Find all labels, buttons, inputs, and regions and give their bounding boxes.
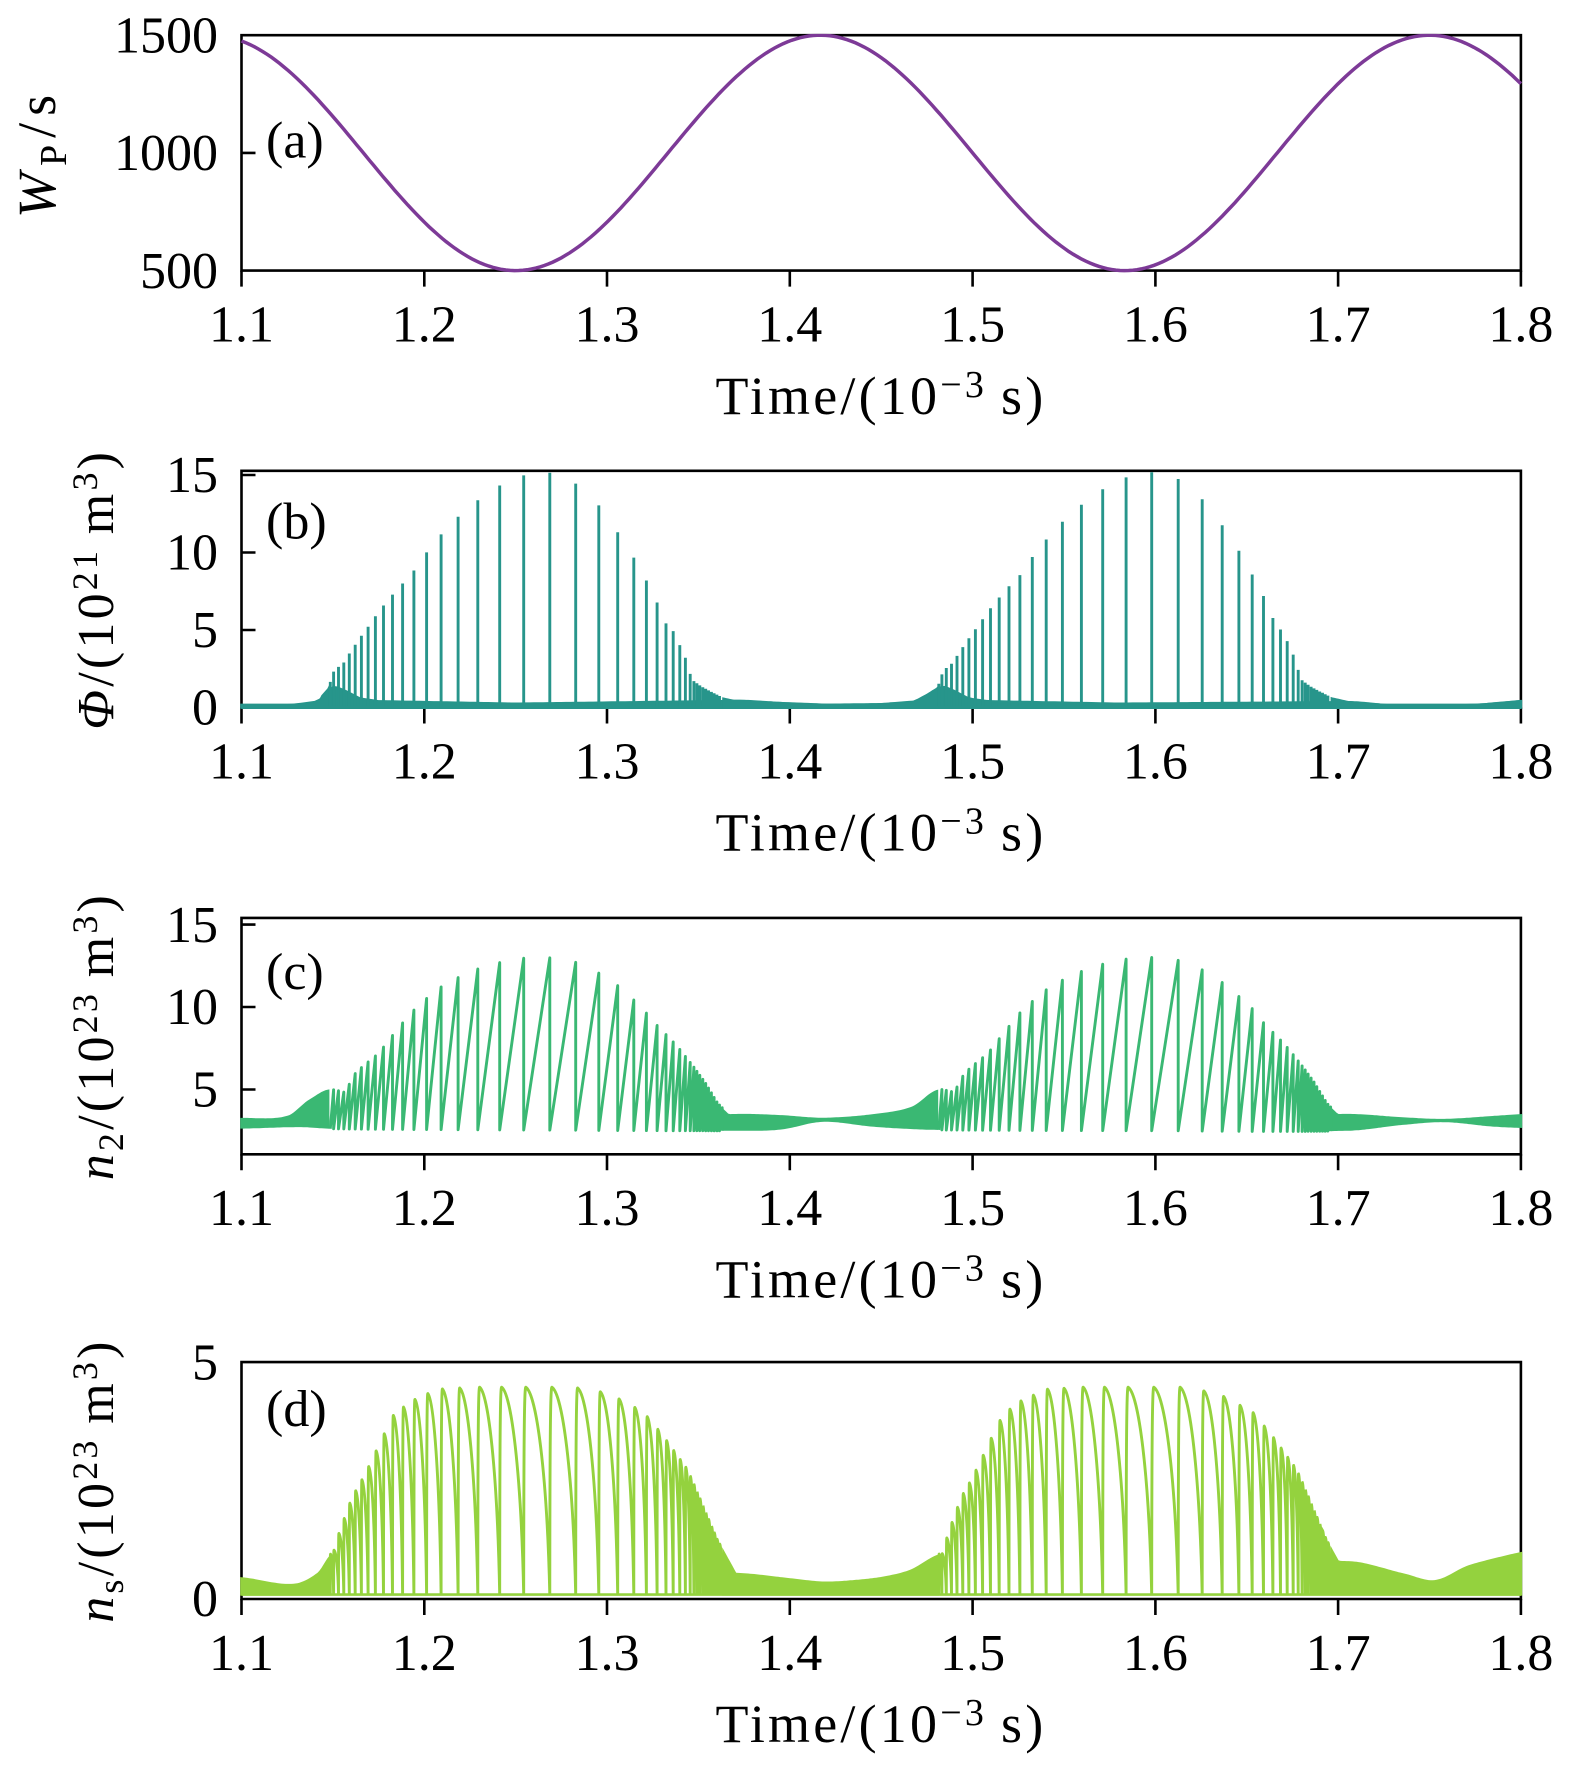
svg-text:1.6: 1.6 xyxy=(1123,1180,1188,1237)
svg-text:1.7: 1.7 xyxy=(1306,1625,1371,1682)
svg-text:10: 10 xyxy=(166,525,218,582)
svg-text:1000: 1000 xyxy=(114,125,218,182)
svg-text:1.8: 1.8 xyxy=(1488,733,1553,790)
svg-text:1.6: 1.6 xyxy=(1123,733,1188,790)
svg-text:1.3: 1.3 xyxy=(575,297,640,354)
svg-text:5: 5 xyxy=(192,1062,218,1119)
svg-text:1.7: 1.7 xyxy=(1306,297,1371,354)
svg-text:1.7: 1.7 xyxy=(1306,1180,1371,1237)
svg-text:Time/(10−3 s): Time/(10−3 s) xyxy=(716,364,1047,426)
svg-text:1.4: 1.4 xyxy=(757,733,822,790)
svg-text:(b): (b) xyxy=(266,494,327,551)
svg-text:1.4: 1.4 xyxy=(757,297,822,354)
svg-text:10: 10 xyxy=(166,979,218,1036)
svg-text:1.2: 1.2 xyxy=(392,297,457,354)
svg-text:1.2: 1.2 xyxy=(392,733,457,790)
svg-text:1.8: 1.8 xyxy=(1488,1625,1553,1682)
svg-text:1.5: 1.5 xyxy=(940,1625,1005,1682)
svg-text:ns/(1023 m3): ns/(1023 m3) xyxy=(65,1338,131,1622)
svg-text:1.8: 1.8 xyxy=(1488,1180,1553,1237)
svg-text:1.2: 1.2 xyxy=(392,1625,457,1682)
svg-text:1.1: 1.1 xyxy=(209,297,274,354)
svg-text:1.6: 1.6 xyxy=(1123,1625,1188,1682)
svg-text:1.3: 1.3 xyxy=(575,733,640,790)
svg-text:1.3: 1.3 xyxy=(575,1625,640,1682)
svg-text:1.1: 1.1 xyxy=(209,1180,274,1237)
svg-text:1.8: 1.8 xyxy=(1488,297,1553,354)
svg-text:n2/(1023 m3): n2/(1023 m3) xyxy=(65,892,131,1180)
svg-text:1.5: 1.5 xyxy=(940,733,1005,790)
svg-text:(c): (c) xyxy=(266,944,324,1001)
svg-text:1.3: 1.3 xyxy=(575,1180,640,1237)
svg-text:15: 15 xyxy=(166,897,218,954)
svg-text:1.6: 1.6 xyxy=(1123,297,1188,354)
svg-text:1.5: 1.5 xyxy=(940,297,1005,354)
svg-text:1.1: 1.1 xyxy=(209,1625,274,1682)
svg-text:Time/(10−3 s): Time/(10−3 s) xyxy=(716,1248,1047,1310)
svg-text:5: 5 xyxy=(192,602,218,659)
svg-text:Φ/(1021 m3): Φ/(1021 m3) xyxy=(65,449,125,730)
svg-text:Time/(10−3 s): Time/(10−3 s) xyxy=(716,1692,1047,1754)
svg-text:500: 500 xyxy=(140,243,218,300)
svg-text:1.4: 1.4 xyxy=(757,1180,822,1237)
svg-text:WP/s: WP/s xyxy=(7,88,75,218)
svg-text:1.7: 1.7 xyxy=(1306,733,1371,790)
svg-text:0: 0 xyxy=(192,1571,218,1628)
svg-text:Time/(10−3 s): Time/(10−3 s) xyxy=(716,801,1047,863)
svg-text:1.2: 1.2 xyxy=(392,1180,457,1237)
svg-text:15: 15 xyxy=(166,447,218,504)
svg-text:1.5: 1.5 xyxy=(940,1180,1005,1237)
svg-text:0: 0 xyxy=(192,680,218,737)
svg-text:(d): (d) xyxy=(266,1381,327,1438)
svg-text:1.1: 1.1 xyxy=(209,733,274,790)
svg-text:1500: 1500 xyxy=(114,7,218,64)
svg-text:1.4: 1.4 xyxy=(757,1625,822,1682)
svg-text:5: 5 xyxy=(192,1334,218,1391)
svg-text:(a): (a) xyxy=(266,112,324,169)
